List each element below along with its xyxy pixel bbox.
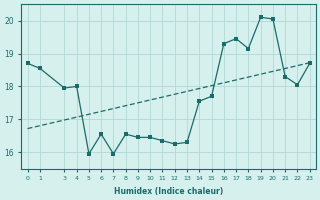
X-axis label: Humidex (Indice chaleur): Humidex (Indice chaleur)	[114, 187, 223, 196]
